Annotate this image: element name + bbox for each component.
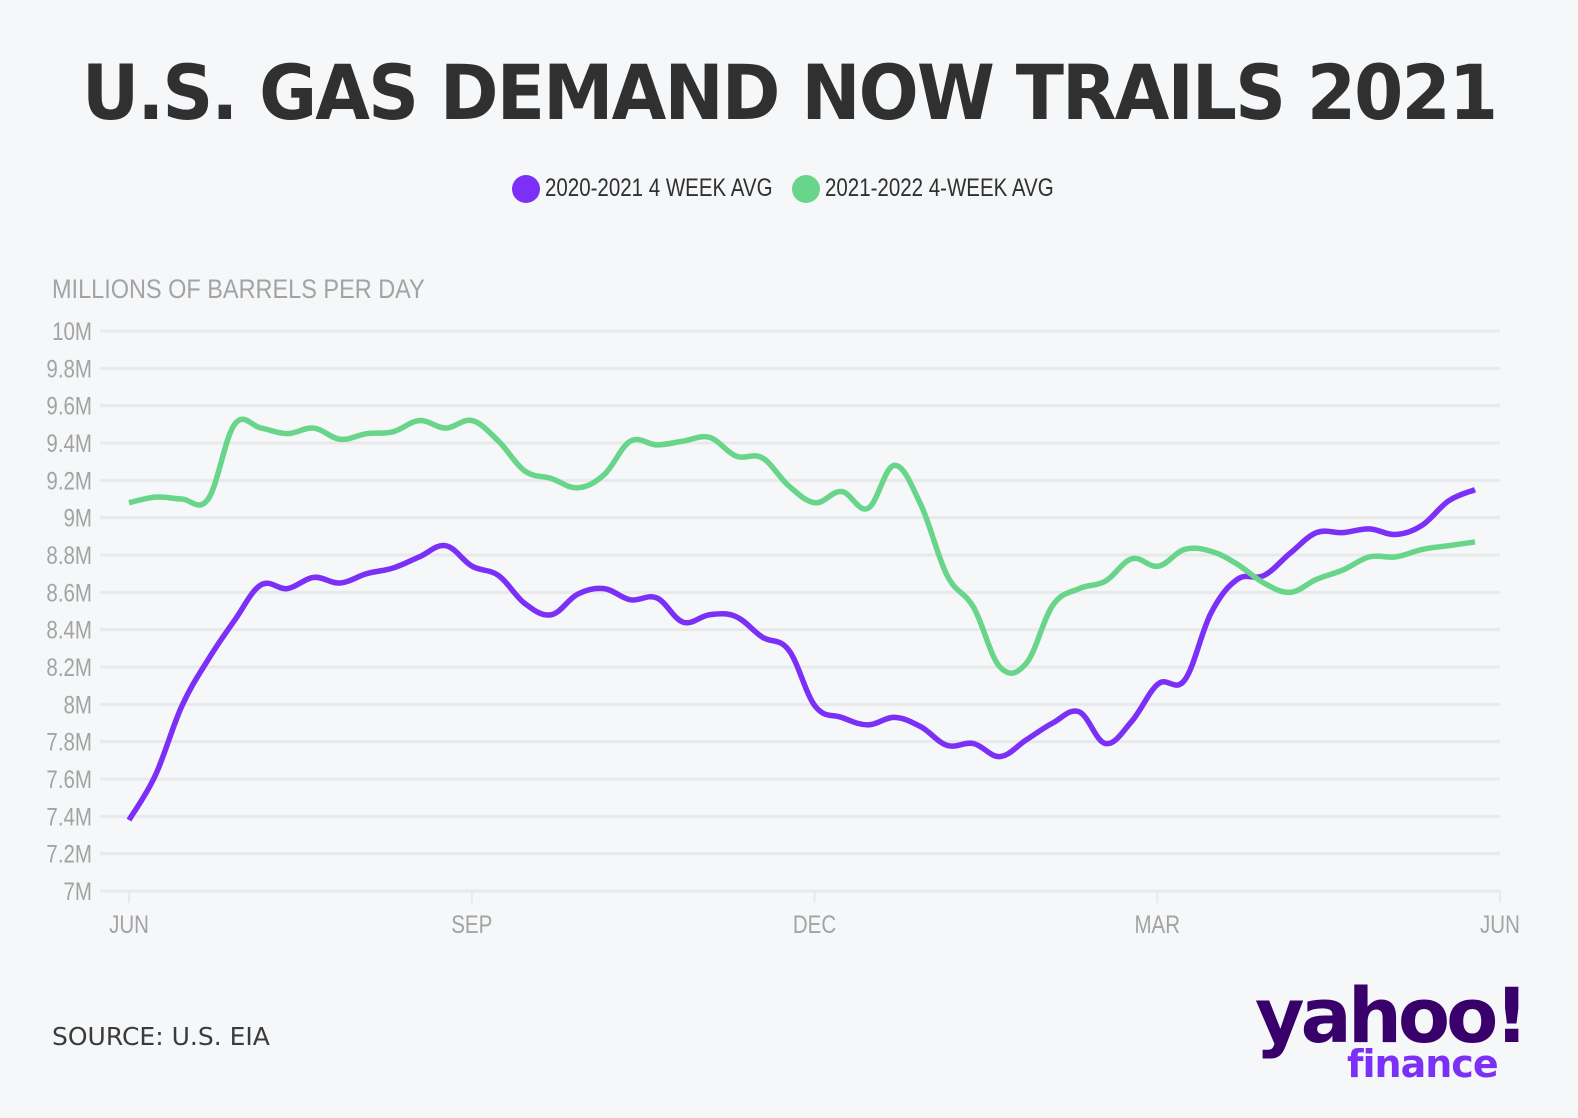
y-tick-label: 8.2M (46, 653, 92, 681)
y-axis-ticks: 7M 7.2M 7.4M 7.6M 7.8M 8M 8.2M 8.4M 8.6M 8.8M 9M 9.… (46, 317, 92, 905)
y-tick-label: 9.6M (46, 392, 92, 420)
y-tick-label: 7M (64, 877, 92, 905)
series-line-2020-2021 (126, 487, 1477, 822)
y-tick-label: 8.4M (46, 616, 92, 644)
x-tick-label: DEC (793, 910, 836, 938)
y-tick-label: 7.6M (46, 765, 92, 793)
legend-label-2021-2022: 2021-2022 4-WEEK AVG (825, 174, 1054, 202)
y-tick-label: 9.4M (46, 429, 92, 457)
y-tick-label: 7.8M (46, 728, 92, 756)
legend-item-2020-2021: 2020-2021 4 WEEK AVG (511, 174, 786, 203)
legend: 2020-2021 4 WEEK AVG 2021-2022 4-WEEK AV… (0, 174, 1578, 203)
gridlines (100, 329, 1500, 893)
y-tick-label: 9M (64, 504, 92, 532)
x-axis: JUN SEP DEC MAR JUN (109, 891, 1520, 938)
yahoo-finance-logo: yahoo! finance (1255, 978, 1535, 1098)
chart-title: U.S. GAS DEMAND NOW TRAILS 2021 (81, 48, 1498, 137)
y-tick-label: 10M (52, 317, 92, 345)
x-tick-label: JUN (109, 910, 149, 938)
legend-item-2021-2022: 2021-2022 4-WEEK AVG (792, 174, 1066, 203)
legend-swatch-2020-2021 (511, 174, 540, 203)
y-tick-label: 9.2M (46, 466, 92, 494)
series-line-2021-2022 (128, 416, 1476, 676)
logo-yahoo-text: yahoo! (1255, 971, 1529, 1060)
y-tick-label: 7.2M (46, 840, 92, 868)
legend-swatch-2021-2022 (792, 174, 821, 203)
x-tick-label: JUN (1480, 910, 1520, 938)
source-note: SOURCE: U.S. EIA (52, 1022, 270, 1051)
logo-finance-text: finance (1347, 1042, 1499, 1086)
y-tick-label: 8M (64, 690, 92, 718)
series-lines (126, 416, 1477, 822)
x-tick-label: SEP (451, 910, 492, 938)
y-tick-label: 8.8M (46, 541, 92, 569)
y-tick-label: 7.4M (46, 802, 92, 830)
x-tick-label: MAR (1134, 910, 1180, 938)
legend-label-2020-2021: 2020-2021 4 WEEK AVG (544, 174, 773, 202)
y-tick-label: 8.6M (46, 578, 92, 606)
y-axis-title: MILLIONS OF BARRELS PER DAY (52, 275, 425, 305)
y-tick-label: 9.8M (46, 354, 92, 382)
